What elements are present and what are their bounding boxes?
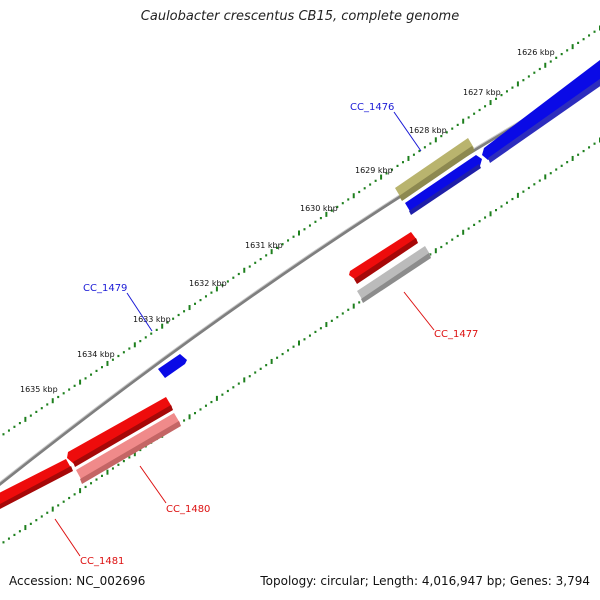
inner-tick-row bbox=[2, 137, 600, 544]
kbp-label: 1632 kbp bbox=[189, 279, 227, 288]
kbp-label: 1635 kbp bbox=[20, 385, 58, 394]
kbp-label: 1627 kbp bbox=[463, 88, 501, 97]
gene-label-cc1477[interactable]: CC_1477 bbox=[434, 329, 478, 340]
outer-tick-row bbox=[2, 25, 600, 436]
kbp-label: 1633 kbp bbox=[133, 315, 171, 324]
leader-line-cc1481 bbox=[54, 518, 81, 557]
kbp-label: 1630 kbp bbox=[300, 204, 338, 213]
kbp-label: 1634 kbp bbox=[77, 350, 115, 359]
kbp-label: 1626 kbp bbox=[517, 48, 555, 57]
kbp-label: 1628 kbp bbox=[409, 126, 447, 135]
topology-text: Topology: circular; Length: 4,016,947 bp… bbox=[260, 574, 590, 588]
forward-cds-cc1479[interactable] bbox=[158, 354, 187, 378]
leader-line-cc1476 bbox=[393, 111, 422, 152]
leader-line-cc1479 bbox=[126, 292, 153, 332]
gene-label-cc1481[interactable]: CC_1481 bbox=[80, 556, 124, 567]
rna-feature[interactable] bbox=[395, 138, 475, 201]
reverse-cds-cc1480[interactable] bbox=[67, 397, 173, 467]
leader-line-cc1477 bbox=[403, 291, 435, 331]
map-title: Caulobacter crescentus CB15, complete ge… bbox=[140, 9, 460, 24]
gene-label-cc1476[interactable]: CC_1476 bbox=[350, 102, 394, 113]
gene-label-cc1479[interactable]: CC_1479 bbox=[83, 283, 127, 294]
forward-cds-large[interactable] bbox=[482, 60, 600, 163]
reverse-cds-cc1477[interactable] bbox=[349, 232, 418, 284]
pseudo-feature-cc1477[interactable] bbox=[357, 246, 431, 303]
kbp-label: 1629 kbp bbox=[355, 166, 393, 175]
light-reverse-feature[interactable] bbox=[76, 413, 181, 484]
leader-line-cc1480 bbox=[139, 465, 167, 504]
forward-cds-cc1476[interactable] bbox=[405, 155, 482, 215]
accession-text: Accession: NC_002696 bbox=[9, 574, 146, 588]
kbp-label: 1631 kbp bbox=[245, 241, 283, 250]
gene-label-cc1480[interactable]: CC_1480 bbox=[166, 504, 210, 515]
reverse-cds-cc1481[interactable] bbox=[0, 459, 73, 509]
